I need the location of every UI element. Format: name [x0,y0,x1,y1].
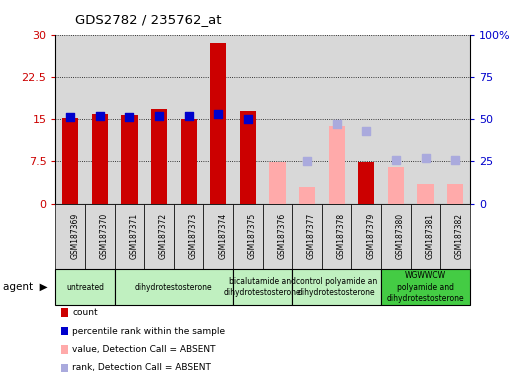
Text: GSM187380: GSM187380 [396,213,405,259]
Text: value, Detection Call = ABSENT: value, Detection Call = ABSENT [72,345,216,354]
Bar [144,35,174,204]
Text: GSM187372: GSM187372 [159,213,168,259]
Text: WGWWCW
polyamide and
dihydrotestosterone: WGWWCW polyamide and dihydrotestosterone [386,271,464,303]
Bar [358,162,374,204]
Bar [352,35,381,204]
Text: GSM187373: GSM187373 [188,213,197,259]
Text: GSM187382: GSM187382 [455,213,464,259]
Bar [55,35,85,204]
Bar [262,35,293,204]
Point [421,155,430,161]
Text: GSM187375: GSM187375 [248,213,257,259]
Bar [203,35,233,204]
Bar [115,35,144,204]
Bar [328,126,345,204]
Bar [85,35,115,204]
Bar [269,162,286,204]
Point [125,114,134,121]
Point [66,114,74,121]
Bar [411,35,440,204]
Point [362,128,371,134]
Text: GSM187369: GSM187369 [70,213,79,259]
Text: GSM187374: GSM187374 [218,213,227,259]
Text: bicalutamide and
dihydrotestosterone: bicalutamide and dihydrotestosterone [224,277,301,297]
Point [214,111,222,117]
Text: control polyamide an
dihydrotestosterone: control polyamide an dihydrotestosterone [296,277,378,297]
Bar [181,119,197,204]
Point [451,157,459,163]
Point [155,113,163,119]
Bar [299,187,315,204]
Bar [92,114,108,204]
Bar [440,35,470,204]
Text: GSM187377: GSM187377 [307,213,316,259]
Text: agent  ▶: agent ▶ [3,282,48,292]
Point [184,113,193,119]
Text: untreated: untreated [66,283,104,291]
Bar [233,35,263,204]
Bar [381,35,411,204]
Point [333,121,341,127]
Bar [210,43,227,204]
Bar [151,109,167,204]
Text: GSM187370: GSM187370 [100,213,109,259]
Text: GDS2782 / 235762_at: GDS2782 / 235762_at [74,13,221,26]
Point [243,116,252,122]
Text: GSM187371: GSM187371 [129,213,138,259]
Bar [62,119,78,204]
Text: count: count [72,308,98,317]
Point [392,157,400,163]
Text: GSM187376: GSM187376 [278,213,287,259]
Text: GSM187379: GSM187379 [366,213,375,259]
Text: rank, Detection Call = ABSENT: rank, Detection Call = ABSENT [72,363,211,372]
Bar [417,184,433,204]
Point [96,113,104,119]
Bar [240,111,256,204]
Text: GSM187378: GSM187378 [337,213,346,259]
Text: GSM187381: GSM187381 [426,213,435,259]
Bar [322,35,352,204]
Bar [447,184,463,204]
Point [303,158,312,164]
Bar [174,35,203,204]
Bar [388,167,404,204]
Text: percentile rank within the sample: percentile rank within the sample [72,326,225,336]
Bar [293,35,322,204]
Text: dihydrotestosterone: dihydrotestosterone [135,283,213,291]
Bar [121,115,138,204]
